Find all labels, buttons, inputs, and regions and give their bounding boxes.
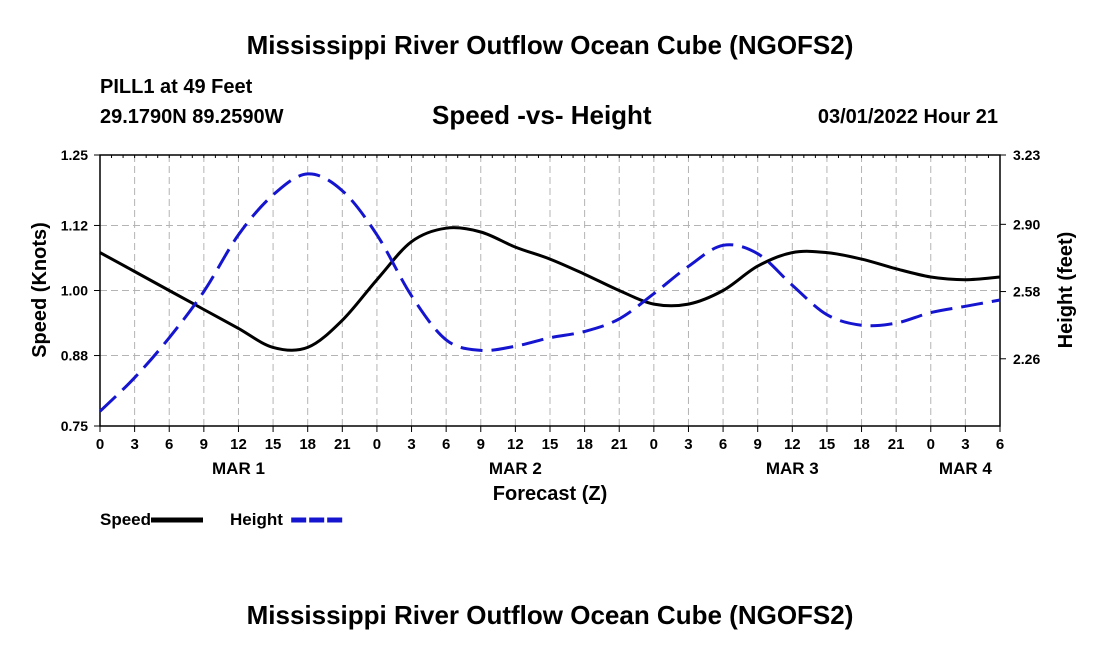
y-tick-label: 1.12 [61, 217, 88, 233]
x-tick-label: 18 [576, 436, 593, 453]
x-tick-label: 18 [299, 436, 316, 453]
x-tick-label: 9 [200, 436, 208, 453]
x-tick-label: 6 [719, 436, 727, 453]
y-tick-label: 0.75 [61, 418, 88, 434]
x-tick-label: 15 [265, 436, 282, 453]
date-label: MAR 4 [939, 459, 992, 478]
x-tick-label: 3 [961, 436, 969, 453]
x-tick-label: 0 [373, 436, 381, 453]
x-tick-label: 12 [507, 436, 524, 453]
x-tick-label: 21 [888, 436, 905, 453]
y-tick-label: 1.00 [61, 283, 88, 299]
x-tick-label: 12 [230, 436, 247, 453]
y-tick-label: 0.88 [61, 348, 88, 364]
x-tick-label: 21 [611, 436, 628, 453]
x-tick-label: 9 [754, 436, 762, 453]
date-label: MAR 3 [766, 459, 819, 478]
y2-tick-label: 2.90 [1013, 216, 1040, 232]
x-tick-label: 3 [684, 436, 692, 453]
y-tick-label: 1.25 [61, 147, 88, 163]
date-label: MAR 2 [489, 459, 542, 478]
y2-tick-label: 3.23 [1013, 147, 1040, 163]
x-axis-label: Forecast (Z) [493, 483, 607, 505]
legend-label-height: Height [230, 510, 283, 529]
x-tick-label: 3 [130, 436, 138, 453]
forecast-datetime: 03/01/2022 Hour 21 [817, 106, 998, 128]
chart-title: Mississippi River Outflow Ocean Cube (NG… [246, 30, 854, 60]
x-tick-label: 18 [853, 436, 870, 453]
legend-label-speed: Speed [100, 510, 151, 529]
x-tick-label: 3 [407, 436, 415, 453]
y-axis-label: Speed (Knots) [29, 222, 51, 358]
y2-tick-label: 2.26 [1013, 351, 1040, 367]
x-tick-label: 15 [542, 436, 559, 453]
date-label: MAR 1 [212, 459, 265, 478]
y2-tick-label: 2.58 [1013, 284, 1040, 300]
x-tick-label: 0 [650, 436, 658, 453]
x-tick-label: 6 [996, 436, 1004, 453]
x-tick-label: 6 [165, 436, 173, 453]
station-coordinates: 29.1790N 89.2590W [100, 106, 284, 128]
x-tick-label: 9 [477, 436, 485, 453]
x-tick-label: 15 [819, 436, 836, 453]
x-tick-label: 12 [784, 436, 801, 453]
y2-axis-label: Height (feet) [1055, 232, 1077, 349]
x-tick-label: 0 [927, 436, 935, 453]
station-label: PILL1 at 49 Feet [100, 76, 253, 98]
series-line-height [98, 172, 1001, 413]
plot-frame [99, 154, 1001, 427]
chart-subtitle: Speed -vs- Height [432, 100, 652, 130]
footer-title: Mississippi River Outflow Ocean Cube (NG… [246, 600, 854, 630]
x-tick-label: 21 [334, 436, 351, 453]
x-tick-label: 0 [96, 436, 104, 453]
series-line-speed [99, 226, 1001, 352]
x-tick-label: 6 [442, 436, 450, 453]
